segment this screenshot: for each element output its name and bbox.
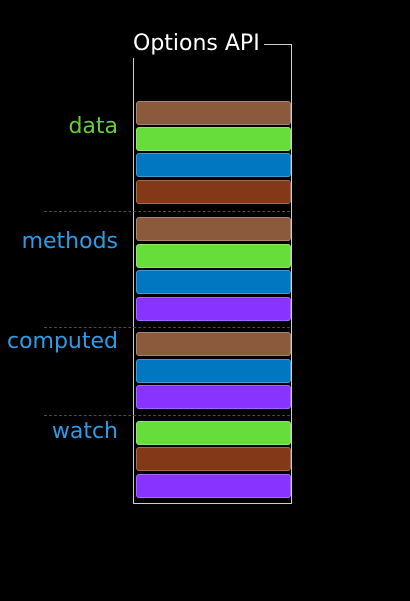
watch-block-1-green	[136, 421, 291, 445]
data-block-3-blue	[136, 153, 291, 177]
methods-block-2-green	[136, 244, 291, 268]
watch-block-2-rust	[136, 447, 291, 471]
section-label-methods: methods	[21, 229, 118, 254]
section-separator	[44, 415, 290, 416]
data-block-2-green	[136, 127, 291, 151]
section-label-watch: watch	[51, 419, 118, 444]
options-api-title: Options API	[129, 30, 264, 58]
methods-block-4-purple	[136, 297, 291, 321]
computed-block-1-brown	[136, 332, 291, 356]
section-separator	[44, 327, 290, 328]
methods-block-3-blue	[136, 270, 291, 294]
computed-block-3-purple	[136, 385, 291, 409]
data-block-1-brown	[136, 101, 291, 125]
watch-block-3-purple	[136, 474, 291, 498]
computed-block-2-blue	[136, 359, 291, 383]
section-label-data: data	[68, 114, 118, 139]
methods-block-1-brown	[136, 217, 291, 241]
data-block-4-rust	[136, 180, 291, 204]
section-label-computed: computed	[6, 329, 118, 354]
section-separator	[44, 211, 290, 212]
